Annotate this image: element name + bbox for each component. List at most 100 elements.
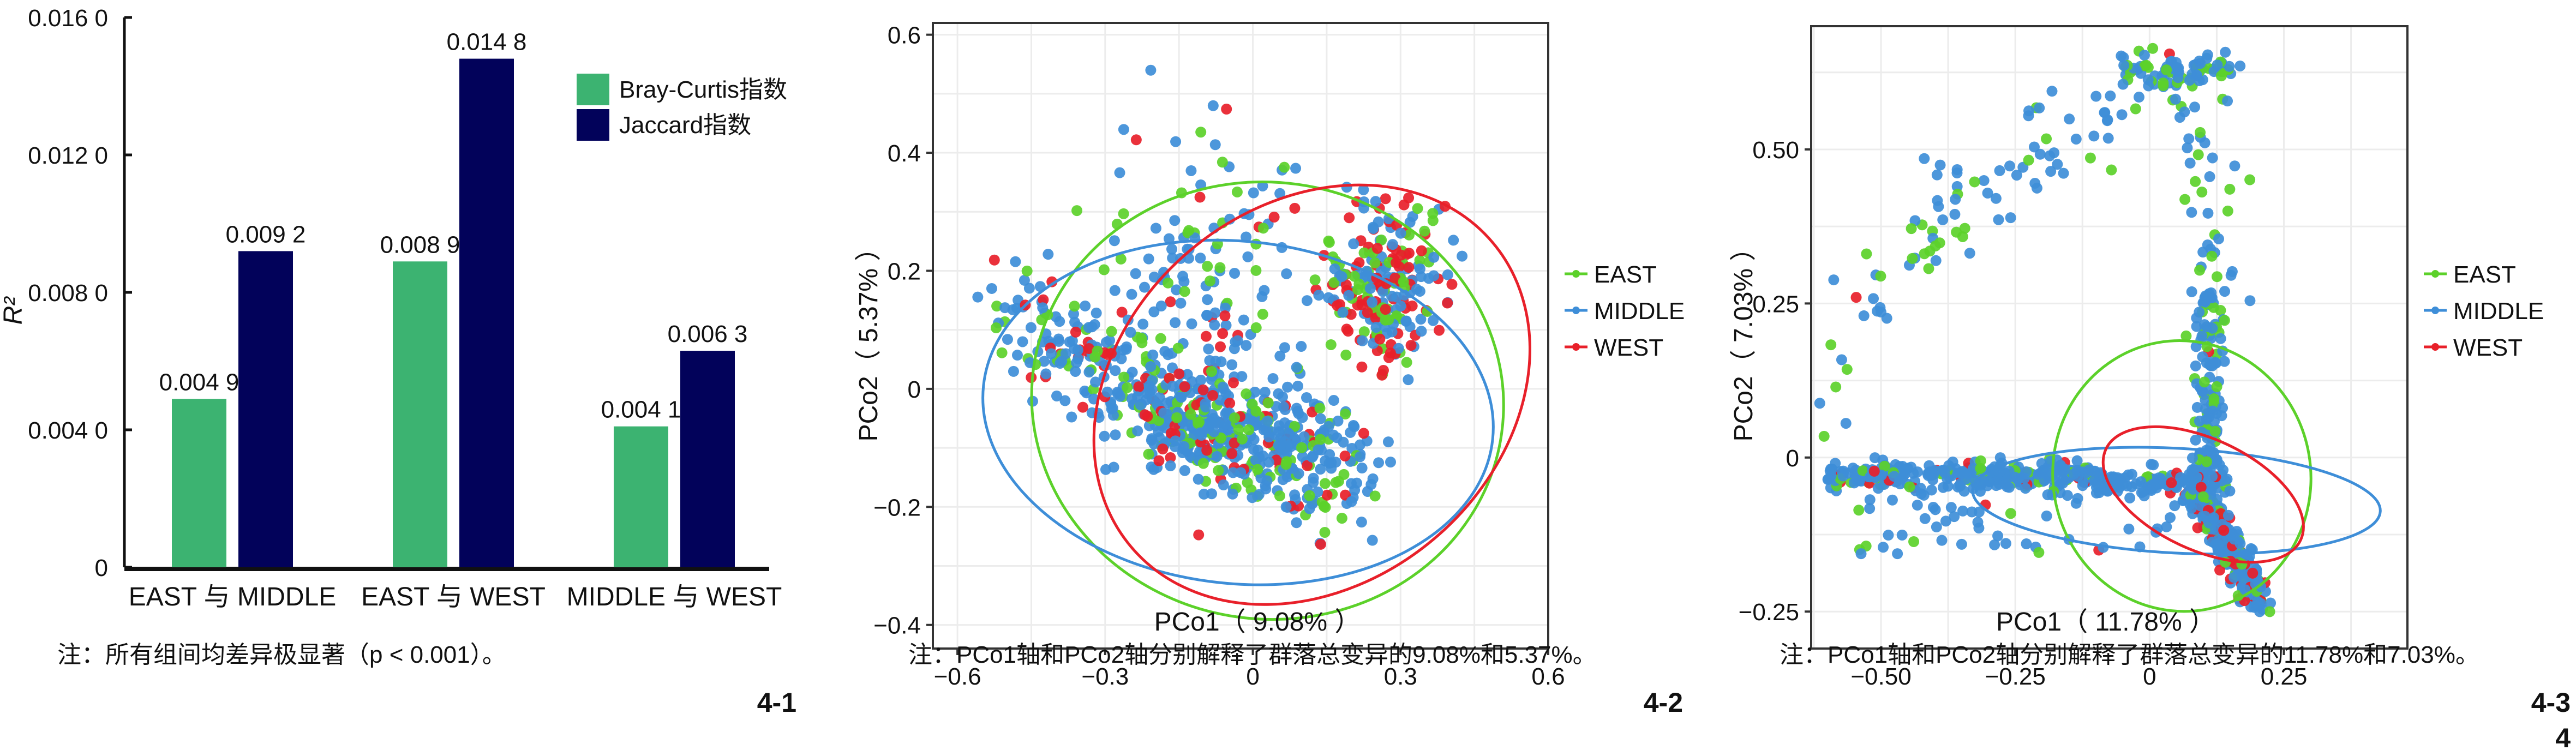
p3-point-middle — [1949, 511, 1960, 523]
p2-point-middle — [1155, 301, 1167, 312]
p2-point-east — [1398, 276, 1409, 287]
p2-point-middle — [1220, 419, 1232, 430]
p2-point-middle — [1313, 444, 1324, 455]
p2-point-east — [1183, 225, 1195, 236]
p3-point-middle — [2183, 133, 2195, 145]
p3-point-east — [2147, 43, 2159, 54]
p2-point-west — [1341, 323, 1352, 335]
p2-point-middle — [1387, 239, 1398, 250]
p3-point-middle — [2146, 459, 2157, 470]
p3-point-middle — [2184, 499, 2196, 510]
p2-point-middle — [1146, 433, 1158, 445]
p2-point-east — [1071, 205, 1083, 217]
p2-point-middle — [1023, 283, 1035, 294]
p3-point-middle — [1950, 194, 1961, 205]
p2-point-middle — [1130, 268, 1141, 279]
p3-point-east — [2215, 70, 2227, 82]
p1-axes: 0 0.004 0 0.008 0 0.012 0 0.016 0 EAST 与 MIDD… — [28, 5, 782, 611]
p2-point-middle — [1107, 403, 1118, 414]
p2-point-middle — [1301, 295, 1313, 307]
p2-point-east — [1383, 314, 1394, 326]
p1-bar-jaccard — [238, 251, 293, 567]
p3-point-middle — [2077, 466, 2088, 478]
p2-point-middle — [1179, 465, 1190, 476]
p2-point-middle — [1291, 403, 1302, 414]
p3-point-east — [2005, 508, 2016, 519]
p1-bar-value-label: 0.014 8 — [447, 29, 527, 56]
p2-point-east — [1217, 157, 1228, 168]
p2-point-middle — [1193, 473, 1204, 485]
p2-y-axis-label: PCo2（ 5.37% ） — [854, 235, 883, 442]
p3-point-middle — [2004, 160, 2015, 172]
p3-point-middle — [1886, 494, 1898, 506]
p2-point-middle — [1137, 319, 1149, 330]
p3-point-middle — [1955, 467, 1966, 479]
p2-point-east — [1231, 186, 1243, 197]
p2-point-east — [1369, 257, 1381, 269]
p2-point-middle — [1274, 188, 1286, 199]
p2-point-middle — [1323, 421, 1334, 432]
p2-point-middle — [1448, 235, 1459, 246]
p3-point-middle — [2021, 538, 2032, 550]
p3-point-east — [1957, 231, 1968, 242]
p2-point-west — [1344, 212, 1355, 224]
p1-y-tick-label: 0.004 0 — [28, 417, 108, 444]
p2-point-middle — [1367, 297, 1378, 308]
p2-point-east — [1427, 215, 1439, 226]
p3-point-east — [1975, 463, 1986, 474]
p3-point-middle — [1896, 529, 1908, 541]
p2-point-west — [1371, 243, 1383, 254]
p2-point-middle — [1206, 488, 1218, 500]
p3-point-middle — [2011, 170, 2022, 181]
p2-point-west — [1315, 538, 1326, 550]
p2-legend: EAST MIDDLE WEST — [1565, 261, 1685, 361]
p2-point-east — [1229, 412, 1241, 423]
p2-point-middle — [1280, 501, 1292, 513]
p2-point-west — [1194, 191, 1206, 203]
p2-point-middle — [1315, 413, 1326, 424]
p3-point-east — [2179, 194, 2191, 205]
p3-point-middle — [2036, 458, 2047, 469]
p3-point-west — [2195, 482, 2207, 493]
p2-point-east — [1143, 448, 1154, 460]
p2-point-middle — [1250, 454, 1261, 466]
p2-point-west — [1165, 452, 1176, 463]
p2-point-middle — [1364, 283, 1376, 294]
p3-legend-marker — [2431, 307, 2439, 314]
p3-point-east — [2208, 393, 2220, 405]
p2-point-middle — [1395, 227, 1406, 239]
p3-point-middle — [2040, 467, 2052, 478]
p3-point-middle — [1931, 521, 1942, 533]
p2-point-middle — [1115, 391, 1126, 402]
p2-point-middle — [1101, 386, 1113, 398]
p2-point-east — [1241, 388, 1252, 400]
p2-point-middle — [1248, 187, 1259, 199]
p2-point-west — [1403, 262, 1415, 273]
p2-point-west — [1179, 381, 1190, 392]
p2-point-middle — [1211, 451, 1223, 462]
p2-point-west — [1224, 398, 1236, 409]
p2-point-middle — [986, 283, 997, 294]
p2-point-east — [1243, 424, 1255, 436]
p2-point-middle — [1110, 365, 1121, 376]
p1-bar-value-label: 0.004 9 — [159, 369, 239, 395]
p3-point-middle — [2244, 295, 2256, 307]
p3-point-middle — [2202, 239, 2213, 250]
p2-point-middle — [1331, 432, 1343, 443]
p3-point-middle — [2196, 330, 2208, 341]
p3-point-east — [2161, 64, 2172, 76]
p2-point-middle — [1291, 517, 1302, 529]
p3-y-tick-label: 0 — [1786, 445, 1799, 472]
p2-point-middle — [1315, 464, 1326, 475]
p3-point-middle — [2194, 55, 2205, 67]
p2-point-east — [1257, 309, 1268, 320]
p2-point-middle — [1336, 271, 1347, 283]
p2-point-east — [1376, 235, 1387, 246]
p3-point-middle — [1989, 539, 2000, 550]
p2-point-east — [1106, 326, 1117, 337]
p3-point-middle — [1964, 248, 1975, 259]
p3-point-middle — [2204, 171, 2215, 182]
p3-point-east — [2196, 187, 2208, 198]
p3-point-east — [2190, 176, 2201, 187]
p1-bar-jaccard — [459, 58, 514, 568]
